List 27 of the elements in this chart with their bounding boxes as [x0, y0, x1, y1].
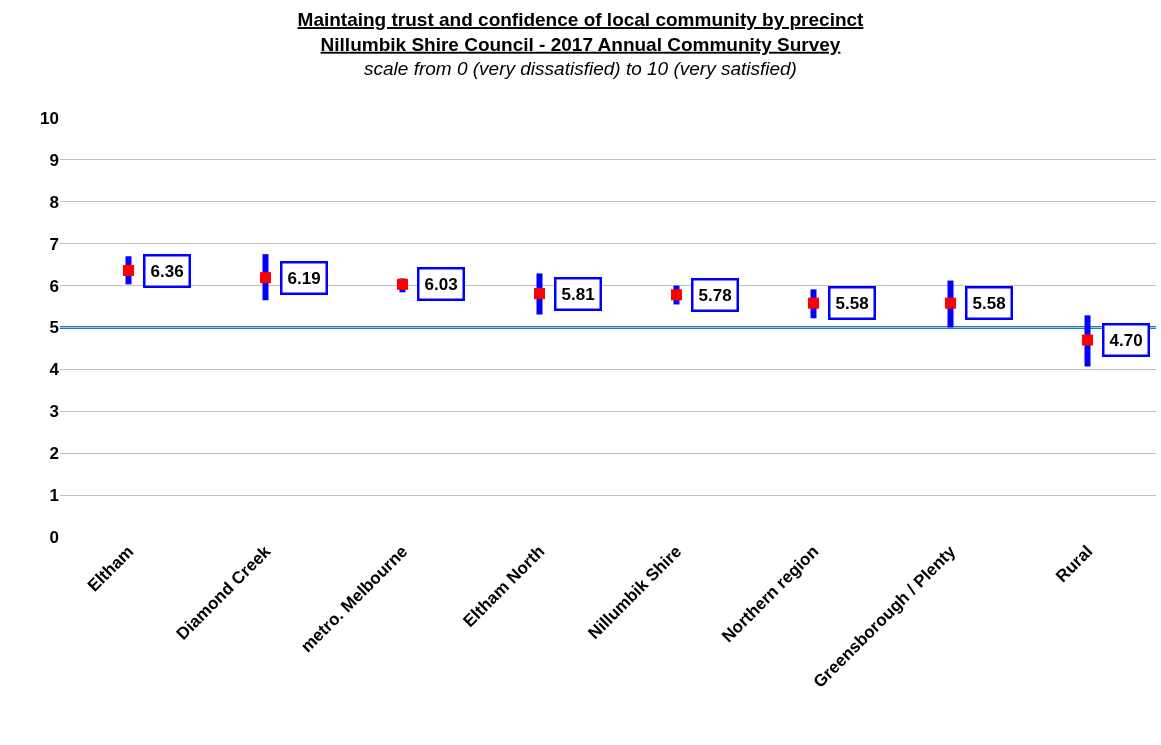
- y-tick-label: 7: [49, 234, 59, 254]
- chart-subtitle: scale from 0 (very dissatisfied) to 10 (very satisfied): [364, 58, 797, 80]
- point: [534, 288, 545, 300]
- point: [1082, 334, 1093, 346]
- data-label: 6.03: [424, 274, 458, 294]
- y-tick-label: 1: [49, 486, 59, 506]
- point: [671, 289, 682, 301]
- y-tick-label: 10: [40, 108, 59, 128]
- y-tick-label: 2: [49, 444, 59, 464]
- point: [945, 297, 956, 309]
- y-tick-label: 8: [49, 192, 59, 212]
- data-label: 6.19: [287, 268, 321, 288]
- point: [123, 265, 134, 277]
- data-label: 5.81: [561, 284, 595, 304]
- y-tick-label: 0: [49, 527, 59, 547]
- y-tick-label: 6: [49, 276, 59, 296]
- y-tick-label: 3: [49, 402, 59, 422]
- point: [808, 297, 819, 309]
- point: [260, 272, 271, 284]
- data-label: 6.36: [150, 261, 184, 281]
- data-label: 4.70: [1109, 330, 1143, 350]
- y-tick-label: 9: [49, 150, 59, 170]
- data-label: 5.58: [972, 293, 1006, 313]
- data-label: 5.78: [698, 285, 732, 305]
- y-tick-label: 4: [49, 360, 60, 380]
- y-tick-label: 5: [49, 318, 59, 338]
- data-label: 5.58: [835, 293, 869, 313]
